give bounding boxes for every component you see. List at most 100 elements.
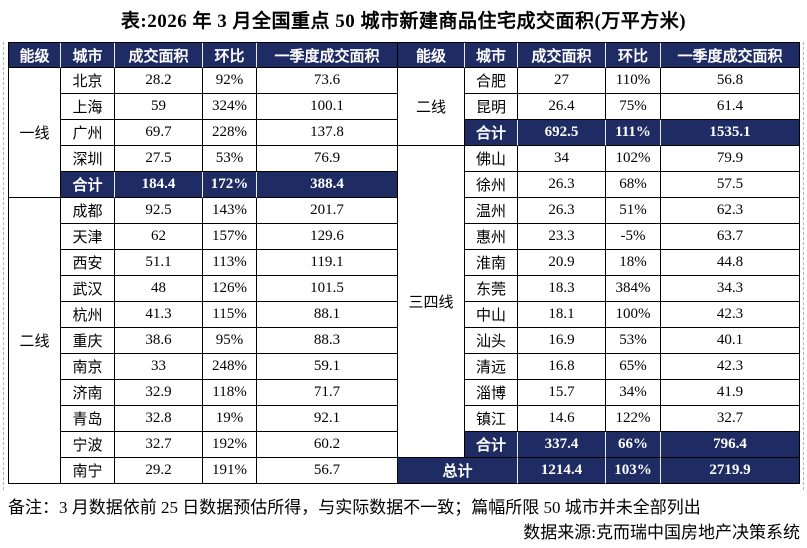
mom-cell: 110% bbox=[606, 68, 661, 94]
mom-cell: 19% bbox=[203, 406, 257, 432]
q1-cell: 100.1 bbox=[257, 94, 398, 120]
table-row: 二线 成都 92.5 143% 201.7 bbox=[9, 198, 398, 484]
city-cell: 深圳 bbox=[61, 146, 115, 172]
table-row: 西安 51.1 113% 119.1 bbox=[9, 250, 398, 276]
q1-cell: 119.1 bbox=[257, 250, 398, 276]
area-cell: 18.3 bbox=[518, 276, 606, 302]
mom-cell: 172% bbox=[203, 172, 257, 198]
q1-cell: 129.6 bbox=[257, 224, 398, 250]
city-cell: 天津 bbox=[61, 224, 115, 250]
q1-cell: 42.3 bbox=[661, 354, 800, 380]
table-row: 淄博 15.7 34% 41.9 bbox=[398, 380, 800, 406]
q1-cell: 796.4 bbox=[661, 432, 800, 458]
table-row: 三四线 佛山 34 102% 79.9 bbox=[398, 146, 800, 458]
q1-cell: 388.4 bbox=[257, 172, 398, 198]
mom-cell: 191% bbox=[203, 458, 257, 484]
q1-cell: 34.3 bbox=[661, 276, 800, 302]
city-cell: 济南 bbox=[61, 380, 115, 406]
mom-cell: 53% bbox=[203, 146, 257, 172]
city-cell: 温州 bbox=[465, 198, 518, 224]
city-cell: 汕头 bbox=[465, 328, 518, 354]
city-cell: 南京 bbox=[61, 354, 115, 380]
table-row: 清远 16.8 65% 42.3 bbox=[398, 354, 800, 380]
header-row: 能级 城市 成交面积 环比 一季度成交面积 bbox=[398, 43, 800, 68]
footer-note: 备注：3 月数据依前 25 日数据预估所得，与实际数据不一致；篇幅所限 50 城… bbox=[8, 498, 701, 517]
q1-cell: 60.2 bbox=[257, 432, 398, 458]
city-cell: 淄博 bbox=[465, 380, 518, 406]
table-row: 徐州 26.3 68% 57.5 bbox=[398, 172, 800, 198]
q1-cell: 32.7 bbox=[661, 406, 800, 432]
q1-cell: 88.3 bbox=[257, 328, 398, 354]
table-row: 中山 18.1 100% 42.3 bbox=[398, 302, 800, 328]
mom-cell: 118% bbox=[203, 380, 257, 406]
city-cell: 合计 bbox=[61, 172, 115, 198]
mom-cell: 18% bbox=[606, 250, 661, 276]
city-cell: 武汉 bbox=[61, 276, 115, 302]
mom-cell: 66% bbox=[606, 432, 661, 458]
area-cell: 18.1 bbox=[518, 302, 606, 328]
area-cell: 69.7 bbox=[115, 120, 203, 146]
city-cell: 惠州 bbox=[465, 224, 518, 250]
area-cell: 48 bbox=[115, 276, 203, 302]
city-cell: 清远 bbox=[465, 354, 518, 380]
city-cell: 西安 bbox=[61, 250, 115, 276]
q1-cell: 61.4 bbox=[661, 94, 800, 120]
city-cell: 广州 bbox=[61, 120, 115, 146]
tables-container: 能级 城市 成交面积 环比 一季度成交面积 一线 北京 28.2 92% 73.6 上海 5… bbox=[8, 42, 800, 484]
area-cell: 32.9 bbox=[115, 380, 203, 406]
summary-row: 合计 692.5 111% 1535.1 bbox=[398, 120, 800, 146]
city-cell: 昆明 bbox=[465, 94, 518, 120]
summary-row: 合计 337.4 66% 796.4 bbox=[398, 432, 800, 458]
area-cell: 26.3 bbox=[518, 198, 606, 224]
q1-cell: 56.8 bbox=[661, 68, 800, 94]
q1-cell: 56.7 bbox=[257, 458, 398, 484]
table-row: 宁波 32.7 192% 60.2 bbox=[9, 432, 398, 458]
city-cell: 镇江 bbox=[465, 406, 518, 432]
mom-cell: 51% bbox=[606, 198, 661, 224]
footer-source: 数据来源:克而瑞中国房地产决策系统 bbox=[523, 523, 800, 542]
city-cell: 重庆 bbox=[61, 328, 115, 354]
mom-cell: 384% bbox=[606, 276, 661, 302]
city-cell: 杭州 bbox=[61, 302, 115, 328]
table-row: 昆明 26.4 75% 61.4 bbox=[398, 94, 800, 120]
q1-cell: 92.1 bbox=[257, 406, 398, 432]
col-header-mom: 环比 bbox=[203, 43, 257, 68]
mom-cell: 111% bbox=[606, 120, 661, 146]
q1-cell: 2719.9 bbox=[661, 458, 800, 484]
area-cell: 16.9 bbox=[518, 328, 606, 354]
city-cell: 徐州 bbox=[465, 172, 518, 198]
q1-cell: 59.1 bbox=[257, 354, 398, 380]
city-cell: 成都 bbox=[61, 198, 115, 224]
col-header-city: 城市 bbox=[61, 43, 115, 68]
table-row: 济南 32.9 118% 71.7 bbox=[9, 380, 398, 406]
mom-cell: 113% bbox=[203, 250, 257, 276]
city-cell: 宁波 bbox=[61, 432, 115, 458]
tier-cell: 一线 bbox=[9, 68, 61, 198]
table-row: 淮南 20.9 18% 44.8 bbox=[398, 250, 800, 276]
col-header-area: 成交面积 bbox=[518, 43, 606, 68]
col-header-area: 成交面积 bbox=[115, 43, 203, 68]
mom-cell: 192% bbox=[203, 432, 257, 458]
table-row: 二线 合肥 27 110% 56.8 bbox=[398, 68, 800, 146]
table-row: 重庆 38.6 95% 88.3 bbox=[9, 328, 398, 354]
mom-cell: 248% bbox=[203, 354, 257, 380]
area-cell: 692.5 bbox=[518, 120, 606, 146]
summary-row: 合计 184.4 172% 388.4 bbox=[9, 172, 398, 198]
q1-cell: 79.9 bbox=[661, 146, 800, 172]
area-cell: 59 bbox=[115, 94, 203, 120]
area-cell: 33 bbox=[115, 354, 203, 380]
mom-cell: 95% bbox=[203, 328, 257, 354]
area-cell: 41.3 bbox=[115, 302, 203, 328]
area-cell: 62 bbox=[115, 224, 203, 250]
q1-cell: 1535.1 bbox=[661, 120, 800, 146]
tier-cell: 二线 bbox=[398, 68, 465, 146]
q1-cell: 57.5 bbox=[661, 172, 800, 198]
mom-cell: 324% bbox=[203, 94, 257, 120]
area-cell: 16.8 bbox=[518, 354, 606, 380]
table-row: 温州 26.3 51% 62.3 bbox=[398, 198, 800, 224]
city-cell: 合计 bbox=[465, 120, 518, 146]
col-header-q1: 一季度成交面积 bbox=[661, 43, 800, 68]
col-header-city: 城市 bbox=[465, 43, 518, 68]
area-cell: 51.1 bbox=[115, 250, 203, 276]
q1-cell: 137.8 bbox=[257, 120, 398, 146]
